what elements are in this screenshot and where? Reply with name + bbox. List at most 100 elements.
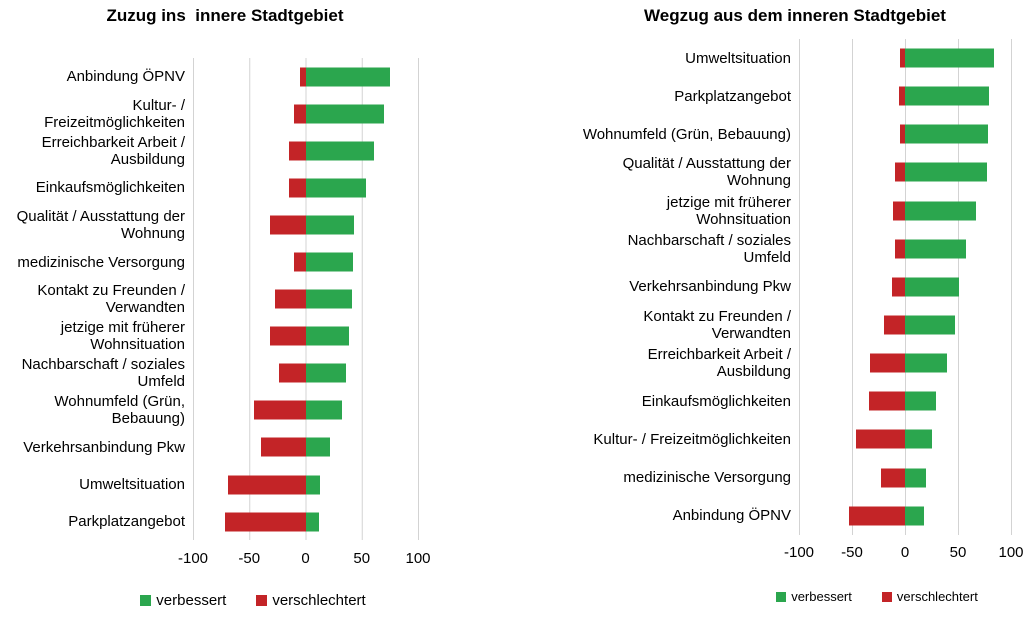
plot-area [799, 420, 1012, 459]
category-label: Einkaufsmöglichkeiten [35, 179, 185, 197]
category-label: jetzige mit früherer Wohnsituation [666, 193, 791, 228]
plot-area [799, 382, 1012, 421]
chart-legend: verbessert verschlechtert [28, 592, 478, 609]
plot-area [799, 153, 1012, 192]
bar-verschlechtert [269, 215, 306, 235]
bar-row: Einkaufsmöglichkeiten [0, 169, 517, 207]
category-label: Qualität / Ausstattung der Wohnung [622, 155, 791, 190]
category-label: Anbindung ÖPNV [672, 507, 791, 525]
bar-verbessert [305, 252, 353, 272]
bar-row: Kultur- / Freizeitmöglichkeiten [0, 95, 517, 133]
plot-area [193, 132, 419, 170]
bar-verbessert [305, 512, 319, 532]
bar-verschlechtert [895, 162, 905, 182]
chart-rows: Umweltsituation Parkplatzangebot Wohnumfel… [517, 39, 1034, 535]
category-label: Qualität / Ausstattung der Wohnung [16, 207, 185, 242]
bar-verbessert [305, 178, 367, 198]
category-label: Kontakt zu Freunden / Verwandten [643, 308, 791, 343]
plot-area [193, 206, 419, 244]
bar-verschlechtert [892, 277, 905, 297]
bar-row: Parkplatzangebot [0, 503, 517, 541]
bar-row: Kultur- / Freizeitmöglichkeiten [517, 420, 1034, 459]
category-label: Verkehrsanbindung Pkw [23, 438, 185, 456]
chart-title: Zuzug ins innere Stadtgebiet [106, 6, 344, 25]
bar-verbessert [905, 277, 960, 297]
category-label: Kontakt zu Freunden / Verwandten [37, 282, 185, 317]
category-label: Erreichbarkeit Arbeit / Ausbildung [41, 133, 185, 168]
legend-swatch-red-icon [256, 595, 268, 606]
plot-area [799, 267, 1012, 306]
bar-verschlechtert [288, 178, 306, 198]
category-label: Parkplatzangebot [68, 513, 185, 531]
bar-row: jetzige mit früherer Wohnsituation [0, 317, 517, 355]
bar-verschlechtert [870, 353, 905, 373]
bar-verschlechtert [224, 512, 306, 532]
plot-area [193, 466, 419, 504]
plot-area [799, 115, 1012, 154]
plot-area [193, 58, 419, 96]
category-label: Umweltsituation [79, 476, 185, 494]
bar-verbessert [305, 437, 331, 457]
plot-area [193, 95, 419, 133]
category-label: Einkaufsmöglichkeiten [641, 392, 791, 410]
plot-area [799, 77, 1012, 116]
x-axis-tick: 100 [405, 550, 431, 567]
x-axis-tick: 100 [998, 544, 1024, 561]
category-label: Verkehrsanbindung Pkw [629, 278, 791, 296]
bar-row: Nachbarschaft / soziales Umfeld [0, 354, 517, 392]
x-axis-tick: -100 [177, 550, 209, 567]
chart-wegzug: Wegzug aus dem inneren Stadtgebiet Umwel… [517, 0, 1034, 620]
category-label: medizinische Versorgung [17, 253, 185, 271]
bar-row: Umweltsituation [0, 466, 517, 504]
bar-row: Qualität / Ausstattung der Wohnung [517, 153, 1034, 192]
bar-verbessert [905, 124, 988, 144]
bar-row: medizinische Versorgung [0, 243, 517, 281]
bar-verbessert [905, 239, 967, 259]
chart-zuzug: Zuzug ins innere Stadtgebiet Anbindung Ö… [0, 6, 517, 609]
x-axis-tick: -50 [238, 550, 261, 567]
bar-verbessert [905, 315, 955, 335]
x-axis-tick: 0 [900, 544, 910, 561]
legend-item-verbessert: verbessert [776, 589, 852, 604]
bar-verbessert [905, 506, 925, 526]
bar-verschlechtert [294, 252, 306, 272]
plot-area [193, 243, 419, 281]
bar-verbessert [305, 67, 390, 87]
bar-row: Erreichbarkeit Arbeit / Ausbildung [0, 132, 517, 170]
legend-swatch-green-icon [776, 591, 787, 602]
plot-area [799, 305, 1012, 345]
plot-area [193, 503, 419, 541]
bar-verbessert [305, 289, 352, 309]
x-axis-tick: 50 [949, 544, 967, 561]
bar-verschlechtert [253, 400, 306, 420]
bar-row: Anbindung ÖPNV [517, 496, 1034, 535]
legend-item-verschlechtert: verschlechtert [256, 592, 366, 609]
legend-label-verschlechtert: verschlechtert [272, 592, 366, 609]
x-axis-tick: 0 [301, 550, 310, 567]
bar-row: medizinische Versorgung [517, 458, 1034, 497]
category-label: Kultur- / Freizeitmöglichkeiten [44, 96, 185, 131]
bar-verschlechtert [899, 124, 905, 144]
bar-verbessert [905, 86, 989, 106]
category-label: Wohnumfeld (Grün, Bebauung) [582, 125, 791, 143]
category-label: Nachbarschaft / soziales Umfeld [21, 356, 185, 391]
category-label: Nachbarschaft / soziales Umfeld [627, 231, 791, 266]
bar-verbessert [905, 162, 987, 182]
bar-verschlechtert [880, 468, 905, 488]
bar-verschlechtert [260, 437, 306, 457]
bar-row: Einkaufsmöglichkeiten [517, 382, 1034, 421]
bar-row: Erreichbarkeit Arbeit / Ausbildung [517, 344, 1034, 383]
chart-rows: Anbindung ÖPNV Kultur- / Freizeitmöglichk… [0, 58, 517, 541]
bar-verbessert [905, 391, 936, 411]
x-axis: -100 -50 0 50 100 [178, 550, 431, 570]
bar-verbessert [305, 400, 342, 420]
bar-row: Umweltsituation [517, 39, 1034, 78]
bar-verbessert [905, 468, 927, 488]
x-axis: -100 -50 0 50 100 [784, 544, 1024, 564]
plot-area [799, 39, 1012, 78]
plot-area [799, 496, 1012, 535]
category-label: Parkplatzangebot [674, 87, 791, 105]
bar-row: Anbindung ÖPNV [0, 58, 517, 96]
chart-legend: verbessert verschlechtert [677, 589, 1034, 604]
